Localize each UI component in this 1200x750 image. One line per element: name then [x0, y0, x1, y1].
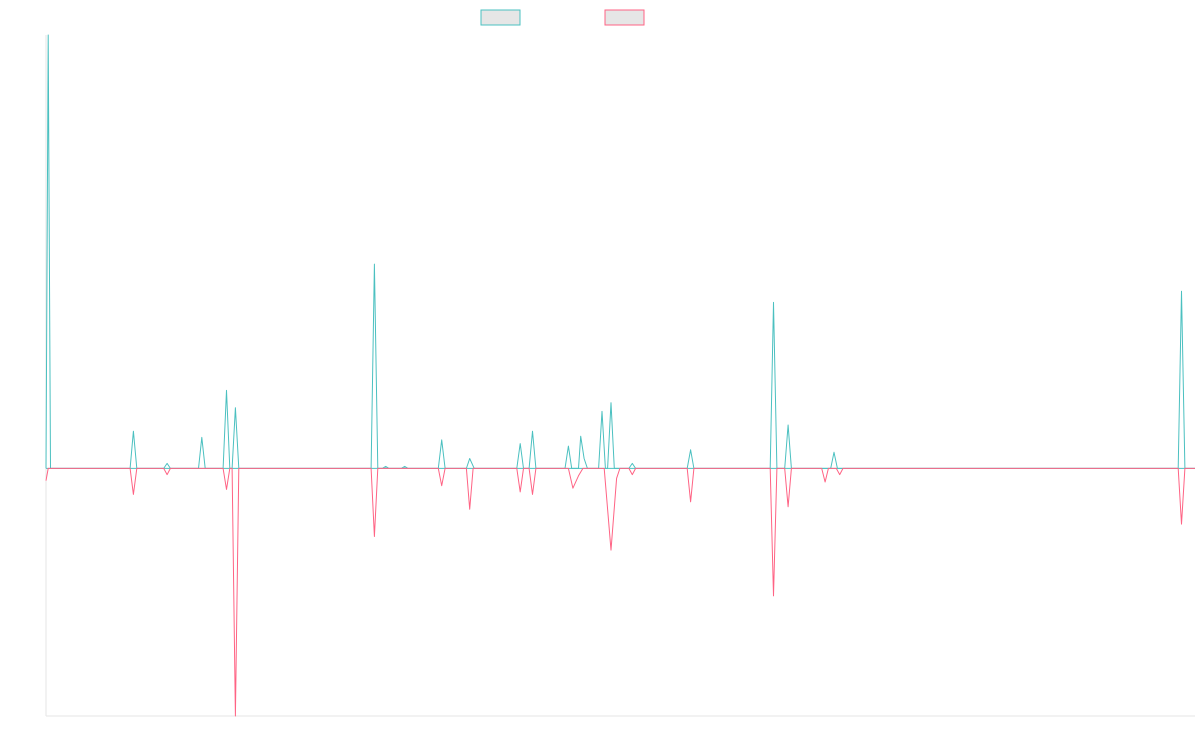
legend-swatch-series-1[interactable] — [480, 9, 521, 26]
series-1-line — [45, 34, 1195, 469]
legend-swatch-series-2[interactable] — [604, 9, 645, 26]
series-layer — [45, 34, 1195, 717]
legend — [480, 9, 645, 26]
series-2-line — [45, 467, 1195, 717]
